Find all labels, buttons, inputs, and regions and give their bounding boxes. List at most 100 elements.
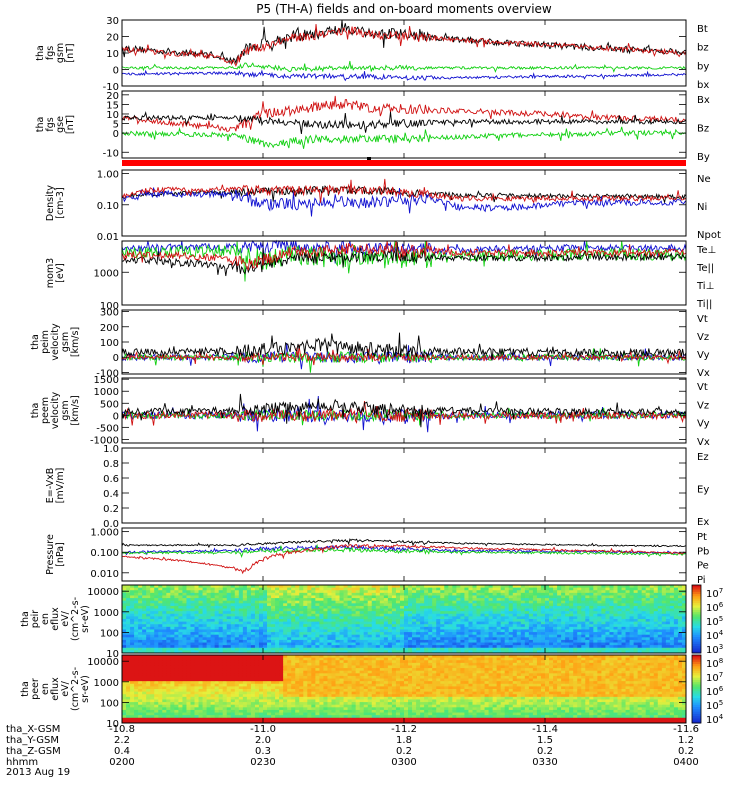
heatmap-cell xyxy=(444,624,449,628)
heatmap-cell xyxy=(681,629,687,633)
ylabel-line: fgs xyxy=(45,117,56,131)
heatmap-cell xyxy=(420,624,425,628)
heatmap-cell xyxy=(677,634,683,638)
heatmap-cell xyxy=(142,605,147,609)
heatmap-cell xyxy=(452,650,457,654)
ylabel-line: peim xyxy=(40,330,51,354)
heatmap-cell xyxy=(561,632,566,636)
heatmap-cell xyxy=(444,637,449,641)
heatmap-cell xyxy=(428,611,433,615)
heatmap-cell xyxy=(234,720,240,724)
heatmap-cell xyxy=(500,621,506,625)
heatmap-cell xyxy=(238,613,244,617)
heatmap-cell xyxy=(657,616,663,620)
heatmap-cell xyxy=(428,632,433,636)
heatmap-cell xyxy=(375,600,381,604)
heatmap-cell xyxy=(375,642,381,646)
heatmap-cell xyxy=(327,624,332,628)
heatmap-cell xyxy=(295,592,300,596)
colorbar-band xyxy=(692,591,701,595)
heatmap-cell xyxy=(625,587,630,591)
heatmap-cell xyxy=(198,657,203,661)
heatmap-cell xyxy=(557,632,562,636)
colorbar-band xyxy=(692,621,701,625)
heatmap-cell xyxy=(311,642,316,646)
heatmap-cell xyxy=(154,647,159,651)
heatmap-cell xyxy=(222,715,228,719)
heatmap-cell xyxy=(307,605,312,609)
heatmap-cell xyxy=(170,702,175,706)
heatmap-cell xyxy=(645,629,651,633)
heatmap-cell xyxy=(182,642,187,646)
heatmap-cell xyxy=(553,590,558,594)
heatmap-cell xyxy=(291,619,296,623)
heatmap-cell xyxy=(432,598,437,602)
heatmap-cell xyxy=(589,624,594,628)
heatmap-cell xyxy=(126,715,131,719)
heatmap-cell xyxy=(412,632,417,636)
heatmap-cell xyxy=(460,650,465,654)
heatmap-cell xyxy=(166,712,171,716)
heatmap-cell xyxy=(488,603,494,607)
heatmap-cell xyxy=(210,642,216,646)
heatmap-cell xyxy=(299,645,304,649)
heatmap-cell xyxy=(190,691,195,695)
heatmap-cell xyxy=(267,665,272,669)
heatmap-cell xyxy=(218,608,224,612)
heatmap-cell xyxy=(202,621,207,625)
heatmap-cell xyxy=(496,634,502,638)
heatmap-cell xyxy=(633,626,639,630)
heatmap-cell xyxy=(242,696,248,700)
heatmap-cell xyxy=(528,619,534,623)
heatmap-cell xyxy=(258,598,264,602)
heatmap-cell xyxy=(150,662,155,666)
heatmap-cell xyxy=(202,611,207,615)
heatmap-cell xyxy=(516,624,522,628)
heatmap-cell xyxy=(456,647,461,651)
heatmap-cell xyxy=(234,691,240,695)
heatmap-cell xyxy=(267,629,272,633)
heatmap-cell xyxy=(641,590,647,594)
heatmap-cell xyxy=(524,598,530,602)
heatmap-cell xyxy=(130,632,135,636)
heatmap-cell xyxy=(254,629,260,633)
colorbar-band xyxy=(692,605,701,609)
heatmap-cell xyxy=(601,645,606,649)
heatmap-cell xyxy=(214,715,220,719)
heatmap-cell xyxy=(206,712,212,716)
heatmap-cell xyxy=(444,629,449,633)
heatmap-cell xyxy=(408,613,413,617)
heatmap-cell xyxy=(138,619,143,623)
heatmap-cell xyxy=(488,587,494,591)
heatmap-cell xyxy=(130,662,135,666)
heatmap-cell xyxy=(250,699,256,703)
heatmap-cell xyxy=(174,629,179,633)
heatmap-cell xyxy=(516,585,522,589)
heatmap-cell xyxy=(258,621,264,625)
heatmap-cell xyxy=(254,704,260,708)
heatmap-cell xyxy=(295,624,300,628)
heatmap-cell xyxy=(250,709,256,713)
heatmap-cell xyxy=(214,675,220,679)
heatmap-cell xyxy=(549,642,554,646)
heatmap-cell xyxy=(190,689,195,693)
heatmap-cell xyxy=(142,590,147,594)
heatmap-cell xyxy=(174,712,179,716)
heatmap-cell xyxy=(174,668,179,672)
heatmap-cell xyxy=(162,608,167,612)
heatmap-cell xyxy=(367,637,373,641)
heatmap-cell xyxy=(170,587,175,591)
heatmap-cell xyxy=(279,637,284,641)
heatmap-cell xyxy=(210,673,216,677)
heatmap-cell xyxy=(339,632,344,636)
heatmap-cell xyxy=(134,707,139,711)
heatmap-cell xyxy=(263,694,268,698)
heatmap-cell xyxy=(246,590,252,594)
ylabel-line: peer xyxy=(30,678,41,700)
heatmap-cell xyxy=(681,621,687,625)
heatmap-cell xyxy=(432,619,437,623)
heatmap-cell xyxy=(363,592,369,596)
heatmap-cell xyxy=(295,645,300,649)
heatmap-cell xyxy=(295,613,300,617)
heatmap-cell xyxy=(162,704,167,708)
